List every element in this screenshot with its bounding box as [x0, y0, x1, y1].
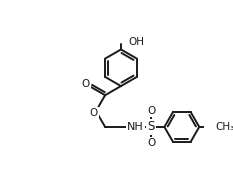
Text: OH: OH — [129, 38, 145, 47]
Text: O: O — [147, 106, 155, 116]
Text: S: S — [148, 120, 155, 133]
Text: O: O — [147, 138, 155, 148]
Text: O: O — [89, 108, 97, 118]
Text: NH: NH — [127, 122, 144, 132]
Text: O: O — [82, 79, 90, 89]
Text: CH₃: CH₃ — [215, 122, 233, 132]
